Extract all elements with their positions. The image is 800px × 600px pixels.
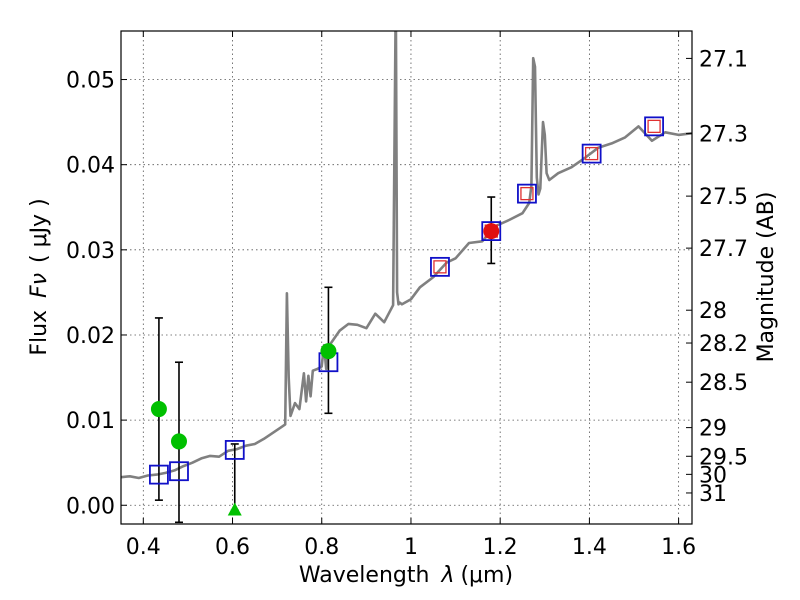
magnitude-axis-title: Magnitude (AB)	[754, 192, 779, 363]
model-box	[149, 464, 169, 485]
x-tick-label: 1.2	[483, 535, 518, 560]
y-tick-label: 0.01	[66, 409, 115, 434]
data-point	[320, 343, 337, 360]
model-box-inner	[520, 186, 534, 201]
data-point	[150, 401, 167, 418]
y-axis-title: FluxFν( μJy )	[27, 198, 52, 355]
model-box	[481, 221, 502, 241]
y-tick-label: 0.04	[66, 154, 115, 179]
model-box-inner	[584, 146, 599, 161]
data-point	[170, 433, 187, 450]
model-box	[644, 116, 664, 137]
grid-lines	[121, 31, 692, 524]
axis-ticks: 0.4 0.6 0.8 1 1.2 1.4 1.6 0.00 0.01 0.02 0.03 0.04 0…	[66, 31, 748, 560]
model-box	[517, 183, 537, 204]
plot-area	[121, 31, 692, 524]
x-axis-title: Wavelength λ (μm)	[299, 563, 513, 588]
magnitude-tick-label: 27.5	[699, 185, 748, 210]
model-box	[169, 461, 189, 482]
plot-frame	[120, 30, 693, 525]
magnitude-tick-label: 27.1	[699, 47, 748, 72]
model-box-inner	[647, 119, 661, 134]
y-tick-label: 0.02	[66, 324, 115, 349]
x-tick-label: 0.6	[215, 535, 250, 560]
model-box	[430, 256, 450, 277]
x-tick-label: 0.4	[126, 535, 161, 560]
magnitude-tick-label: 30	[699, 463, 727, 488]
sed-line	[121, 31, 692, 480]
x-tick-label: 1.4	[572, 535, 607, 560]
y-tick-label: 0.00	[66, 494, 115, 519]
magnitude-tick-label: 28.2	[699, 332, 748, 357]
magnitude-tick-label: 27.3	[699, 123, 748, 148]
magnitude-tick-label: 27.7	[699, 237, 748, 262]
magnitude-tick-label: 31	[699, 482, 727, 507]
model-box-inner	[433, 260, 447, 274]
model-box	[224, 440, 245, 460]
magnitude-tick-label: 28.5	[699, 371, 748, 396]
magnitude-tick-label: 28	[699, 299, 727, 324]
upper-limit-marker	[227, 502, 242, 516]
magnitude-tick-label: 29	[699, 417, 727, 442]
model-box	[581, 143, 602, 164]
x-tick-label: 1	[404, 535, 418, 560]
magnitude-tick-label: 29.5	[699, 445, 748, 470]
y-tick-label: 0.03	[66, 239, 115, 264]
data-point	[483, 223, 500, 240]
x-tick-label: 1.6	[661, 535, 696, 560]
x-tick-label: 0.8	[304, 535, 339, 560]
y-tick-label: 0.05	[66, 69, 115, 94]
